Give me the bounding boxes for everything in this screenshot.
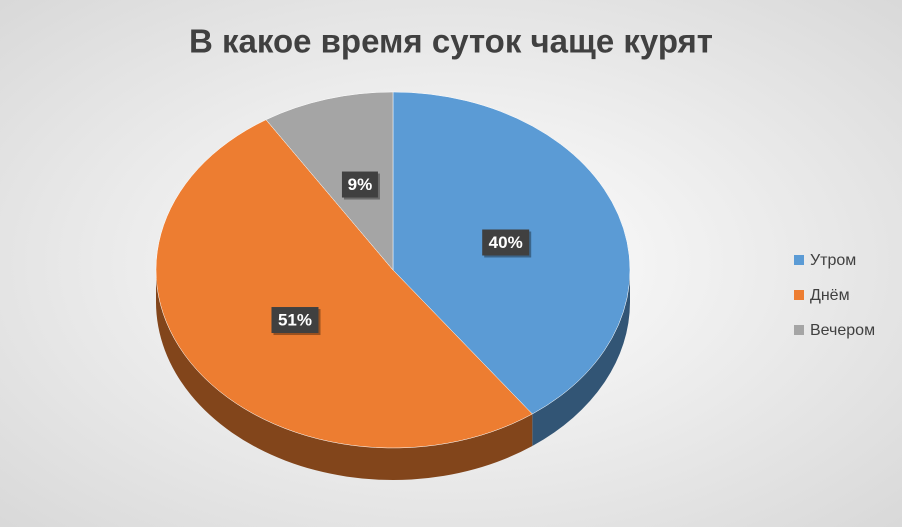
data-label: 40% bbox=[489, 233, 523, 252]
pie-side bbox=[156, 270, 533, 480]
label-box bbox=[482, 229, 530, 256]
pie-slice bbox=[265, 91, 394, 271]
legend-swatch bbox=[794, 290, 804, 300]
legend-swatch bbox=[794, 255, 804, 265]
data-label: 9% bbox=[348, 175, 373, 194]
legend-label: Днём bbox=[810, 287, 850, 304]
pie-side bbox=[532, 270, 630, 447]
pie-slice bbox=[155, 119, 533, 449]
label-box bbox=[271, 307, 319, 334]
label-box bbox=[341, 171, 378, 198]
legend-label: Утром bbox=[810, 252, 856, 269]
legend-label: Вечером bbox=[810, 322, 875, 339]
data-label: 51% bbox=[278, 311, 312, 330]
legend-swatch bbox=[794, 325, 804, 335]
chart-title: В какое время суток чаще курят bbox=[189, 23, 713, 60]
